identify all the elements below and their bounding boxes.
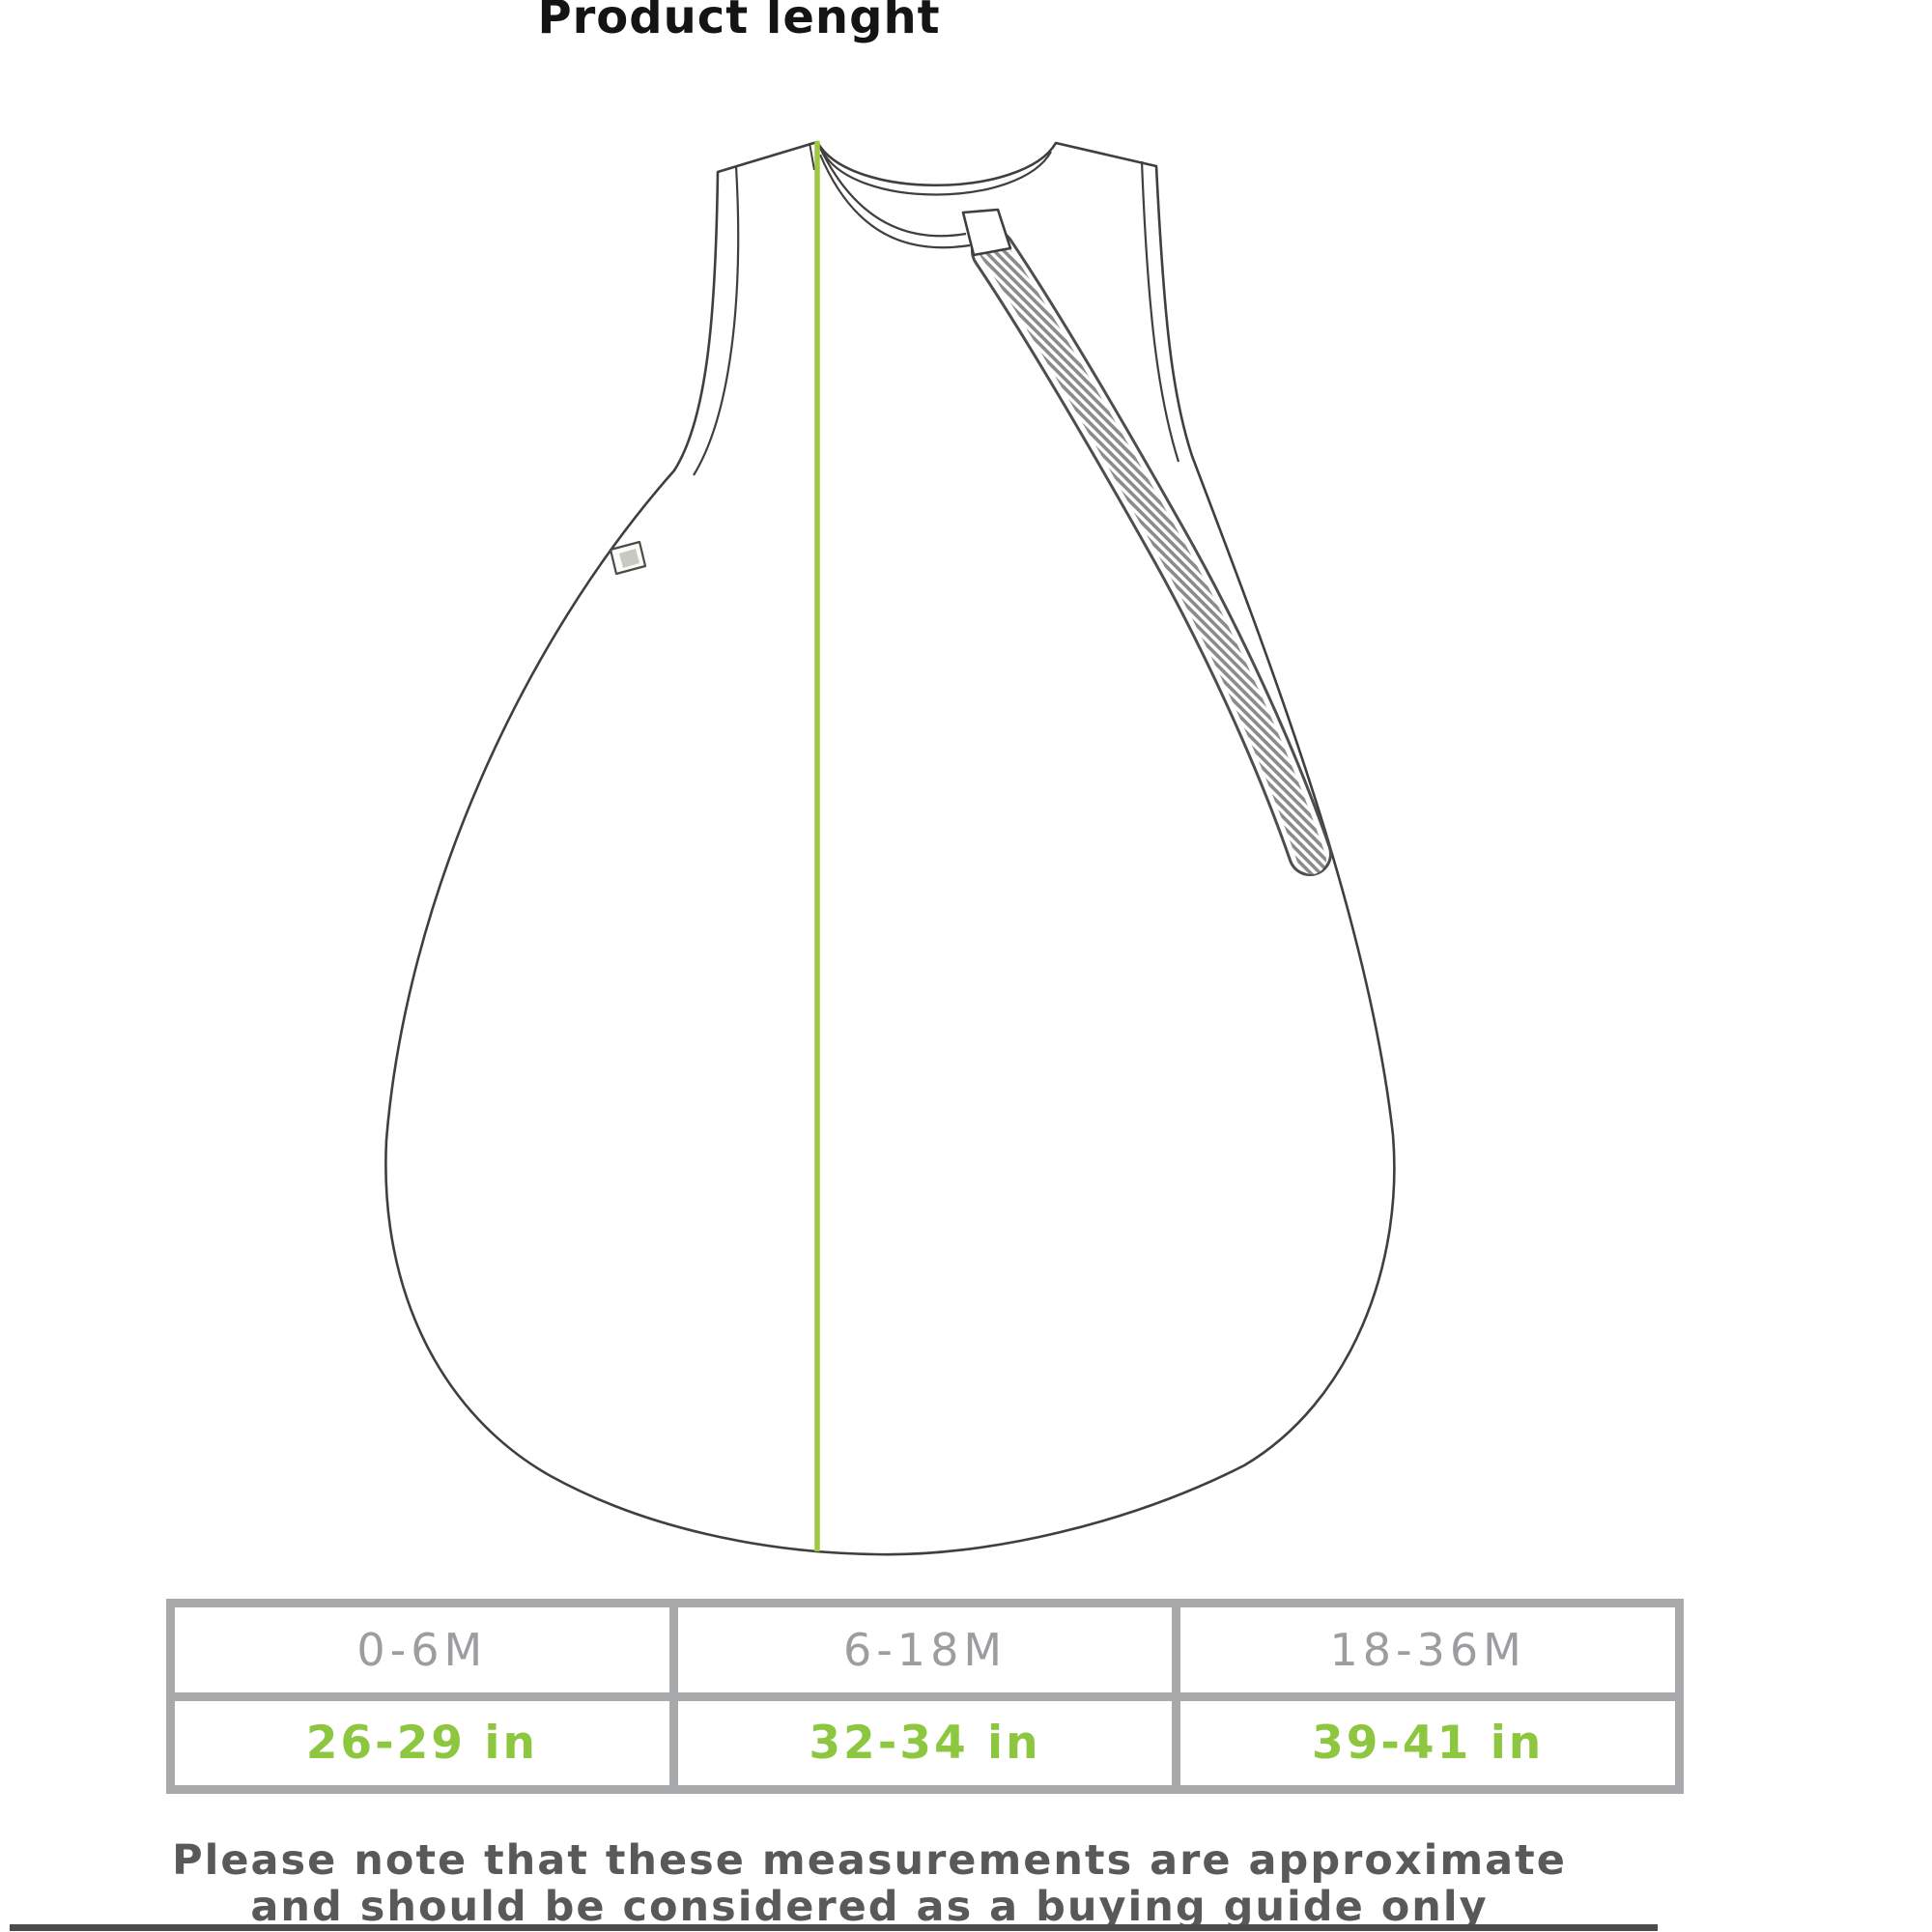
- front-neckline-inner-line: [818, 154, 971, 249]
- disclaimer-note: Please note that these measurements are …: [58, 1837, 1681, 1930]
- side-tag: [609, 540, 647, 576]
- zipper-garage: [961, 208, 1012, 257]
- shoulder-seam-line: [809, 142, 815, 171]
- size-table-age-cell: 0-6M: [175, 1607, 669, 1692]
- armhole-trim-right: [1140, 160, 1180, 463]
- disclaimer-line-1: Please note that these measurements are …: [172, 1836, 1567, 1885]
- disclaimer-line-2: and should be considered as a buying gui…: [250, 1883, 1489, 1931]
- page-title: Product lenght: [537, 0, 941, 44]
- size-table-age-cell: 6-18M: [677, 1607, 1173, 1692]
- size-table: 0-6M 6-18M 18-36M 26-29 in 32-34 in 39-4…: [166, 1599, 1684, 1794]
- garment-outline: [384, 140, 1396, 1556]
- bottom-section-divider: [10, 1924, 1658, 1931]
- size-table-length-cell: 26-29 in: [175, 1700, 669, 1785]
- front-neckline-line: [817, 143, 967, 238]
- armhole-trim-left: [693, 165, 740, 476]
- back-collar-trim-line: [821, 150, 1052, 196]
- size-table-length-cell: 39-41 in: [1180, 1700, 1675, 1785]
- zipper-band-teeth: [979, 235, 1326, 874]
- size-table-length-cell: 32-34 in: [677, 1700, 1173, 1785]
- size-table-age-cell: 18-36M: [1180, 1607, 1675, 1692]
